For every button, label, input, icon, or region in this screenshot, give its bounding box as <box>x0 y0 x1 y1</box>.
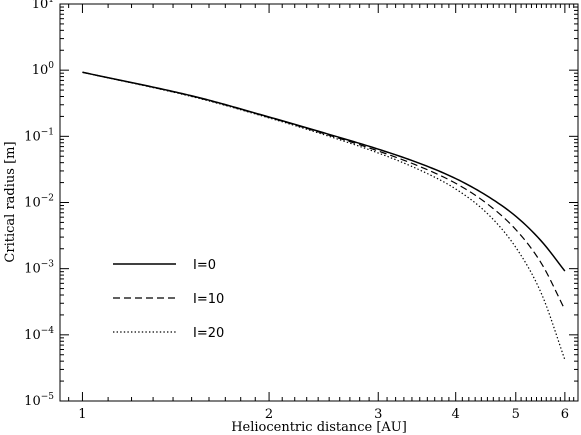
x-tick-label: 2 <box>265 407 273 422</box>
y-tick-exponent: −5 <box>41 392 55 402</box>
x-axis-title: Heliocentric distance [AU] <box>231 420 407 435</box>
legend-label: I=0 <box>193 258 216 273</box>
x-tick-label: 3 <box>374 407 382 422</box>
y-tick-label: 10−5 <box>24 392 54 409</box>
y-tick-exponent: 0 <box>48 61 54 71</box>
y-tick-base: 10 <box>32 63 49 78</box>
curves <box>82 71 566 360</box>
y-tick-exponent: −1 <box>41 127 54 137</box>
y-tick-label: 10−3 <box>24 260 54 277</box>
y-tick-base: 10 <box>24 196 41 211</box>
legend-label: I=10 <box>193 292 224 307</box>
y-tick-base: 10 <box>32 0 49 12</box>
y-tick-exponent: −2 <box>41 194 54 204</box>
y-tick-label: 10−4 <box>24 326 54 343</box>
plot-frame <box>59 3 579 402</box>
curve-i-20 <box>82 71 566 360</box>
y-tick-exponent: −4 <box>41 326 55 336</box>
y-tick-label: 100 <box>32 61 55 78</box>
x-tick-label: 6 <box>561 407 569 422</box>
y-tick-label: 10−2 <box>24 194 54 211</box>
y-tick-label: 101 <box>32 0 54 12</box>
curve-i-0 <box>82 71 566 272</box>
x-tick-label: 1 <box>78 407 86 422</box>
y-tick-base: 10 <box>24 394 41 409</box>
y-tick-exponent: −3 <box>41 260 55 270</box>
y-axis-title: Critical radius [m] <box>3 141 18 262</box>
legend-label: I=20 <box>193 326 224 341</box>
y-tick-base: 10 <box>24 129 41 144</box>
y-tick-label: 10−1 <box>24 127 54 144</box>
legend: I=0 I=10 I=20 <box>113 258 224 341</box>
y-tick-exponent: 1 <box>48 0 54 5</box>
curve-i-10 <box>82 71 566 310</box>
x-axis: 1 2 3 4 5 6 <box>68 4 575 422</box>
y-tick-base: 10 <box>24 262 41 277</box>
x-tick-label: 4 <box>452 407 460 422</box>
x-tick-label: 5 <box>512 407 520 422</box>
y-tick-base: 10 <box>24 328 41 343</box>
